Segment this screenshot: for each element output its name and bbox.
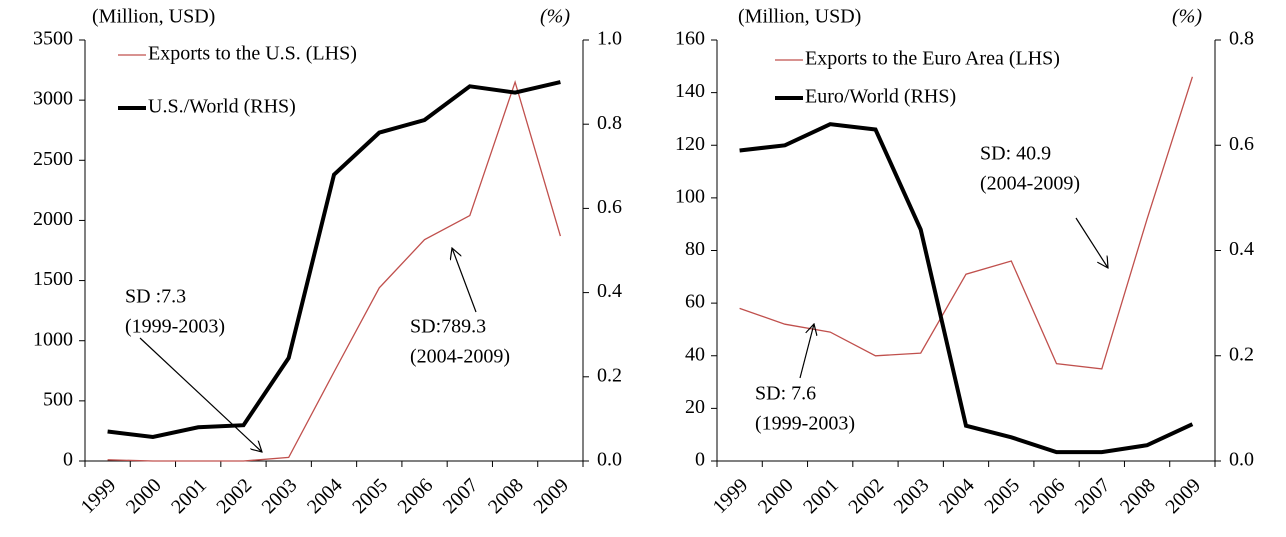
y-tick-label: 80 <box>685 238 705 260</box>
x-tick-label: 2005 <box>980 474 1024 518</box>
series-line <box>107 79 562 462</box>
x-tick-label: 2007 <box>439 474 483 518</box>
y-tick-label: 1500 <box>33 268 73 290</box>
x-tick-label: 2002 <box>844 474 888 518</box>
legend-label: Exports to the Euro Area (LHS) <box>805 48 1060 70</box>
annotation: (2004-2009) <box>980 173 1080 195</box>
annotation: (2004-2009) <box>410 346 510 368</box>
x-tick-label: 2006 <box>1025 474 1069 518</box>
x-tick-label: 2008 <box>1116 474 1160 518</box>
y-tick-label: 3500 <box>33 28 73 50</box>
y-tick-label: 60 <box>685 291 705 313</box>
y2-tick-label: 0.0 <box>1229 449 1254 471</box>
series-line <box>739 76 1194 370</box>
x-tick-label: 2001 <box>799 474 843 518</box>
x-tick-label: 2001 <box>167 474 211 518</box>
y-tick-label: 1000 <box>33 328 73 350</box>
y-tick-label: 160 <box>675 28 705 50</box>
y-tick-label: 2000 <box>33 208 73 230</box>
x-tick-label: 1999 <box>709 474 753 518</box>
x-tick-label: 2009 <box>1161 474 1205 518</box>
y2-tick-label: 0.2 <box>1229 343 1254 365</box>
x-tick-label: 2003 <box>890 474 934 518</box>
y2-tick-label: 0.8 <box>597 112 622 134</box>
y2-axis-title: (%) <box>540 6 570 28</box>
y-tick-label: 0 <box>63 449 73 471</box>
x-tick-label: 2008 <box>484 474 528 518</box>
y-tick-label: 20 <box>685 396 705 418</box>
x-tick-label: 2002 <box>212 474 256 518</box>
y2-tick-label: 0.8 <box>1229 28 1254 50</box>
x-tick-label: 2000 <box>754 474 798 518</box>
y2-axis-title: (%) <box>1172 6 1202 28</box>
annotation: SD:789.3 <box>410 316 486 338</box>
x-tick-label: 2004 <box>935 474 979 518</box>
x-tick-label: 2006 <box>393 474 437 518</box>
y2-tick-label: 0.4 <box>1229 238 1254 260</box>
y-tick-label: 3000 <box>33 88 73 110</box>
annotation: (1999-2003) <box>755 413 855 435</box>
annotation-arrow <box>1075 217 1108 268</box>
annotation: SD: 7.6 <box>755 383 816 405</box>
legend-label: U.S./World (RHS) <box>148 96 296 118</box>
x-tick-label: 2007 <box>1071 474 1115 518</box>
x-tick-label: 2005 <box>348 474 392 518</box>
series-line <box>739 122 1194 455</box>
annotation: SD: 40.9 <box>980 143 1051 165</box>
annotation-arrow <box>139 337 262 452</box>
series-line <box>107 80 561 440</box>
x-tick-label: 2009 <box>529 474 573 518</box>
y-axis-title: (Million, USD) <box>738 6 861 28</box>
annotation-arrow <box>799 324 814 379</box>
y2-tick-label: 0.0 <box>597 449 622 471</box>
y2-tick-label: 0.6 <box>1229 133 1254 155</box>
y-tick-label: 100 <box>675 185 705 207</box>
y-tick-label: 40 <box>685 343 705 365</box>
x-tick-label: 2000 <box>122 474 166 518</box>
y-axis-title: (Million, USD) <box>92 6 215 28</box>
annotation-arrow <box>452 248 477 313</box>
x-tick-label: 2003 <box>258 474 302 518</box>
legend-label: Exports to the U.S. (LHS) <box>148 43 357 65</box>
legend-label: Euro/World (RHS) <box>805 86 956 108</box>
y2-tick-label: 0.2 <box>597 364 622 386</box>
y2-tick-label: 0.4 <box>597 280 622 302</box>
y-tick-label: 2500 <box>33 148 73 170</box>
annotation: SD :7.3 <box>125 286 186 308</box>
y2-tick-label: 1.0 <box>597 28 622 50</box>
y-tick-label: 140 <box>675 80 705 102</box>
y-tick-label: 500 <box>43 388 73 410</box>
annotation: (1999-2003) <box>125 316 225 338</box>
y-tick-label: 0 <box>695 449 705 471</box>
x-tick-label: 2004 <box>303 474 347 518</box>
y2-tick-label: 0.6 <box>597 196 622 218</box>
x-tick-label: 1999 <box>77 474 121 518</box>
y-tick-label: 120 <box>675 133 705 155</box>
